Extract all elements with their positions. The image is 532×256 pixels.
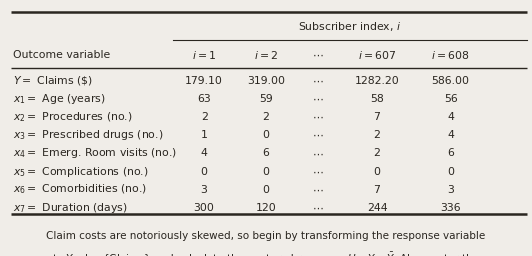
Text: 2: 2 <box>373 148 380 158</box>
Text: $\cdots$: $\cdots$ <box>312 76 323 86</box>
Text: $x_7 =$ Duration (days): $x_7 =$ Duration (days) <box>13 201 128 215</box>
Text: 0: 0 <box>263 166 270 177</box>
Text: $x_4 =$ Emerg. Room visits (no.): $x_4 =$ Emerg. Room visits (no.) <box>13 146 177 160</box>
Text: 586.00: 586.00 <box>431 76 470 86</box>
Text: $i=608$: $i=608$ <box>431 49 470 61</box>
Text: to $Y = \log\{$Claims$\}$ and calculate the centered response $U = Y - \bar{Y}$.: to $Y = \log\{$Claims$\}$ and calculate … <box>52 251 480 256</box>
Text: $x_1 =$ Age (years): $x_1 =$ Age (years) <box>13 92 106 106</box>
Text: 2: 2 <box>373 130 380 140</box>
Text: $\cdots$: $\cdots$ <box>312 130 323 140</box>
Text: 0: 0 <box>447 166 454 177</box>
Text: $\cdots$: $\cdots$ <box>312 185 323 195</box>
Text: $x_5 =$ Complications (no.): $x_5 =$ Complications (no.) <box>13 165 149 178</box>
Text: 4: 4 <box>447 112 454 122</box>
Text: $\cdots$: $\cdots$ <box>312 94 323 104</box>
Text: 0: 0 <box>263 130 270 140</box>
Text: $x_6 =$ Comorbidities (no.): $x_6 =$ Comorbidities (no.) <box>13 183 147 197</box>
Text: $\cdots$: $\cdots$ <box>312 50 323 60</box>
Text: $\cdots$: $\cdots$ <box>312 166 323 177</box>
Text: 7: 7 <box>373 185 380 195</box>
Text: 1: 1 <box>201 130 207 140</box>
Text: 7: 7 <box>373 112 380 122</box>
Text: $i=607$: $i=607$ <box>358 49 396 61</box>
Text: 6: 6 <box>447 148 454 158</box>
Text: 300: 300 <box>194 203 214 213</box>
Text: 179.10: 179.10 <box>185 76 223 86</box>
Text: Claim costs are notoriously skewed, so begin by transforming the response variab: Claim costs are notoriously skewed, so b… <box>46 231 486 241</box>
Text: $\cdots$: $\cdots$ <box>312 112 323 122</box>
Text: 0: 0 <box>373 166 380 177</box>
Text: $x_2 =$ Procedures (no.): $x_2 =$ Procedures (no.) <box>13 110 133 124</box>
Text: Subscriber index, $i$: Subscriber index, $i$ <box>298 20 402 33</box>
Text: 4: 4 <box>201 148 207 158</box>
Text: $Y =$ Claims ($\$$): $Y =$ Claims ($\$$) <box>13 74 93 87</box>
Text: 6: 6 <box>263 148 270 158</box>
Text: $\cdots$: $\cdots$ <box>312 203 323 213</box>
Text: 58: 58 <box>370 94 384 104</box>
Text: 4: 4 <box>447 130 454 140</box>
Text: 336: 336 <box>440 203 461 213</box>
Text: $\cdots$: $\cdots$ <box>312 148 323 158</box>
Text: 244: 244 <box>367 203 387 213</box>
Text: 63: 63 <box>197 94 211 104</box>
Text: 3: 3 <box>447 185 454 195</box>
Text: $x_3 =$ Prescribed drugs (no.): $x_3 =$ Prescribed drugs (no.) <box>13 128 164 142</box>
Text: 0: 0 <box>263 185 270 195</box>
Text: 3: 3 <box>201 185 207 195</box>
Text: 1282.20: 1282.20 <box>355 76 400 86</box>
Text: 120: 120 <box>256 203 277 213</box>
Text: 2: 2 <box>263 112 270 122</box>
Text: 59: 59 <box>259 94 273 104</box>
Text: 2: 2 <box>201 112 207 122</box>
Text: 319.00: 319.00 <box>247 76 285 86</box>
Text: 0: 0 <box>201 166 207 177</box>
Text: 56: 56 <box>444 94 458 104</box>
Text: Outcome variable: Outcome variable <box>13 50 111 60</box>
Text: $i=1$: $i=1$ <box>192 49 217 61</box>
Text: $i=2$: $i=2$ <box>254 49 278 61</box>
